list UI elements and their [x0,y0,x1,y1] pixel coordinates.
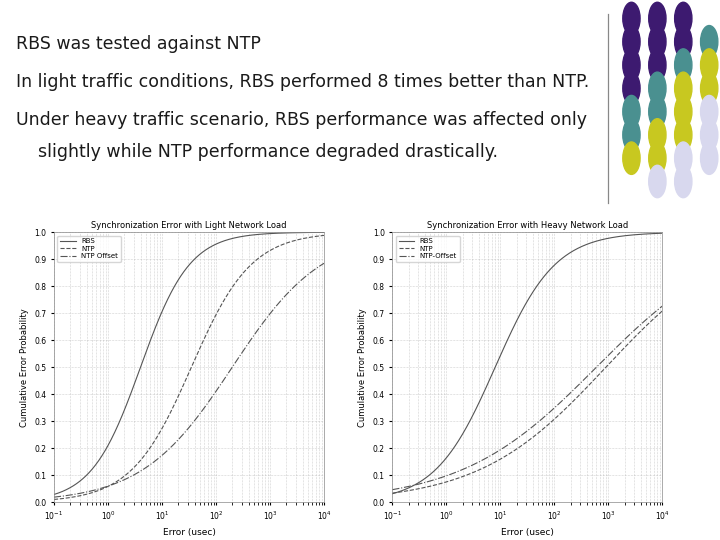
Circle shape [701,142,718,174]
Circle shape [701,25,718,58]
Circle shape [701,96,718,128]
Circle shape [623,142,640,174]
Y-axis label: Cumulative Error Probability: Cumulative Error Probability [19,308,29,427]
Circle shape [675,72,692,105]
Circle shape [649,165,666,198]
Legend: RBS, NTP, NTP-Offset: RBS, NTP, NTP-Offset [396,235,459,262]
Text: RBS was tested against NTP: RBS was tested against NTP [16,35,261,53]
X-axis label: Error (usec): Error (usec) [501,528,554,537]
Circle shape [623,49,640,81]
Text: Under heavy traffic scenario, RBS performance was affected only: Under heavy traffic scenario, RBS perfor… [16,111,587,129]
Text: slightly while NTP performance degraded drastically.: slightly while NTP performance degraded … [16,143,498,161]
Circle shape [649,96,666,128]
Circle shape [675,25,692,58]
Circle shape [623,2,640,35]
Circle shape [701,49,718,81]
Circle shape [675,2,692,35]
Circle shape [649,142,666,174]
Circle shape [675,142,692,174]
Circle shape [623,25,640,58]
Circle shape [649,2,666,35]
Circle shape [701,72,718,105]
Circle shape [675,49,692,81]
Circle shape [623,96,640,128]
X-axis label: Error (usec): Error (usec) [163,528,215,537]
Circle shape [623,119,640,151]
Y-axis label: Cumulative Error Probability: Cumulative Error Probability [358,308,367,427]
Text: In light traffic conditions, RBS performed 8 times better than NTP.: In light traffic conditions, RBS perform… [16,73,589,91]
Circle shape [675,119,692,151]
Circle shape [649,72,666,105]
Circle shape [675,96,692,128]
Circle shape [649,119,666,151]
Title: Synchronization Error with Light Network Load: Synchronization Error with Light Network… [91,221,287,230]
Circle shape [649,49,666,81]
Circle shape [675,165,692,198]
Legend: RBS, NTP, NTP Offset: RBS, NTP, NTP Offset [58,235,121,262]
Title: Synchronization Error with Heavy Network Load: Synchronization Error with Heavy Network… [427,221,628,230]
Circle shape [623,72,640,105]
Circle shape [701,119,718,151]
Circle shape [649,25,666,58]
